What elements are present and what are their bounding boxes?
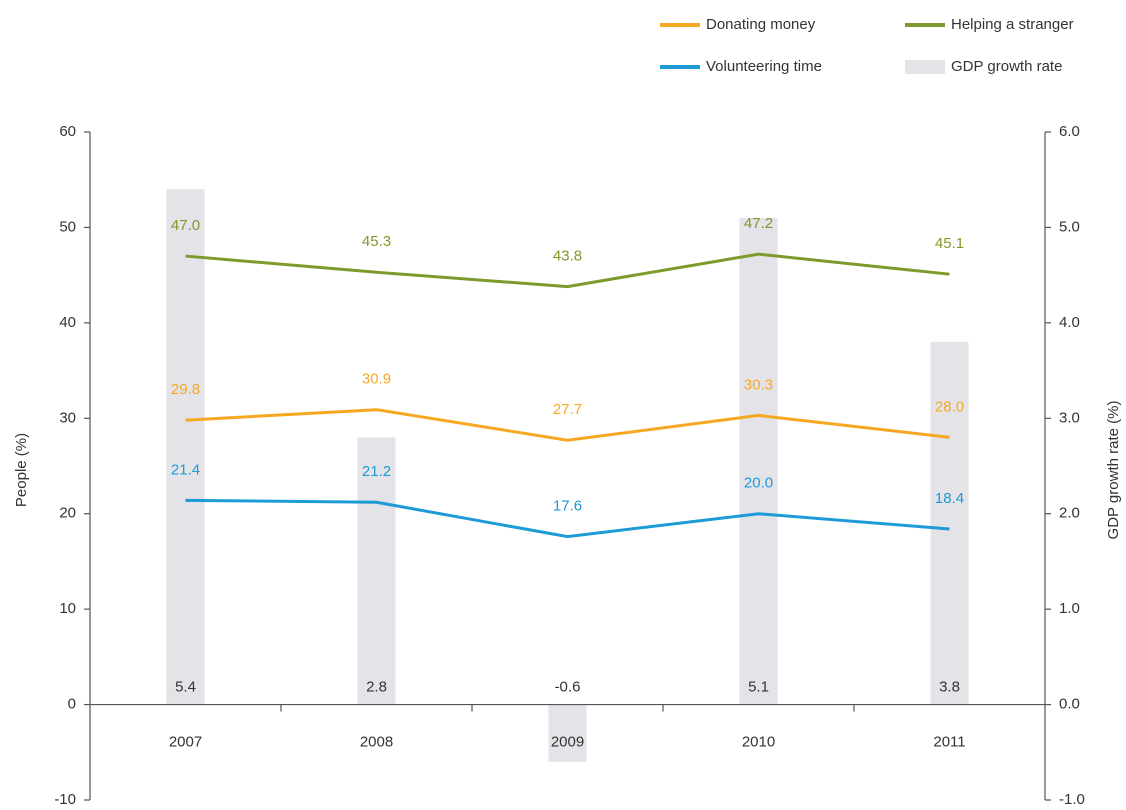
- line-value-label: 30.9: [362, 371, 391, 388]
- y2-axis-title: GDP growth rate (%): [1105, 401, 1122, 540]
- bar-value-label: 5.1: [748, 679, 769, 696]
- bar: [739, 217, 778, 705]
- y2-tick-label: 0.0: [1059, 696, 1080, 713]
- y-tick-label: 30: [59, 409, 76, 426]
- line-value-label: 30.3: [744, 376, 773, 393]
- line-value-label: 45.3: [362, 233, 391, 250]
- line: [185, 408, 950, 442]
- y-tick-label: -10: [54, 791, 76, 808]
- legend-swatch: [905, 60, 945, 74]
- y2-tick-label: 6.0: [1059, 123, 1080, 140]
- bar: [166, 189, 205, 705]
- line-value-label: 21.2: [362, 463, 391, 480]
- line-value-label: 27.7: [553, 401, 582, 418]
- legend-label: Volunteering time: [706, 58, 822, 75]
- y-axis-title: People (%): [13, 433, 30, 507]
- line-value-label: 47.2: [744, 215, 773, 232]
- line-value-label: 45.1: [935, 235, 964, 252]
- line-value-label: 29.8: [171, 381, 200, 398]
- bar-value-label: 2.8: [366, 679, 387, 696]
- y-tick-label: 50: [59, 218, 76, 235]
- bar-value-label: 3.8: [939, 679, 960, 696]
- x-tick-label: 2007: [169, 734, 202, 751]
- line-value-label: 20.0: [744, 475, 773, 492]
- line-value-label: 43.8: [553, 248, 582, 265]
- bar-value-label: 5.4: [175, 679, 196, 696]
- y-tick-label: 20: [59, 505, 76, 522]
- legend-label: Donating money: [706, 16, 816, 33]
- bar: [357, 437, 396, 705]
- line-value-label: 18.4: [935, 490, 964, 507]
- y-tick-label: 40: [59, 314, 76, 331]
- line-value-label: 21.4: [171, 461, 200, 478]
- line: [185, 252, 950, 289]
- bar: [548, 704, 587, 762]
- y2-tick-label: 4.0: [1059, 314, 1080, 331]
- y2-tick-label: 3.0: [1059, 409, 1080, 426]
- line-value-label: 28.0: [935, 398, 964, 415]
- y-tick-label: 60: [59, 123, 76, 140]
- x-tick-label: 2011: [933, 734, 965, 751]
- legend-label: GDP growth rate: [951, 58, 1062, 75]
- line-value-label: 47.0: [171, 217, 200, 234]
- y2-tick-label: -1.0: [1059, 791, 1085, 808]
- y2-tick-label: 5.0: [1059, 218, 1080, 235]
- x-tick-label: 2009: [551, 734, 584, 751]
- bar-value-label: -0.6: [555, 679, 581, 696]
- x-tick-label: 2010: [742, 734, 775, 751]
- y-tick-label: 10: [59, 600, 76, 617]
- x-tick-label: 2008: [360, 734, 393, 751]
- legend-label: Helping a stranger: [951, 16, 1074, 33]
- line: [185, 498, 950, 539]
- y-tick-label: 0: [68, 696, 76, 713]
- bar: [930, 341, 969, 705]
- line-value-label: 17.6: [553, 498, 582, 515]
- y2-tick-label: 2.0: [1059, 505, 1080, 522]
- y2-tick-label: 1.0: [1059, 600, 1080, 617]
